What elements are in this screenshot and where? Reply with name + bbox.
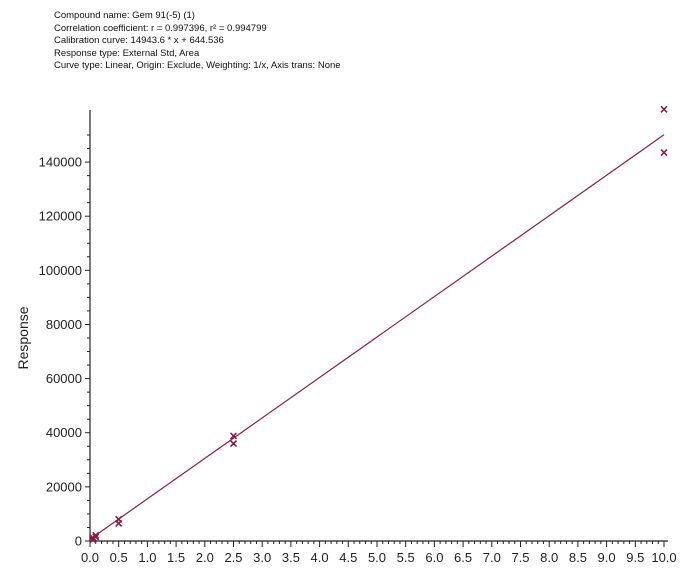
- x-tick-label: 9.5: [626, 550, 644, 565]
- y-tick-label: 100000: [39, 263, 82, 278]
- y-axis-ticks: 0 20000 40000 60000 80000 100000 120000 140000: [39, 134, 90, 549]
- x-tick-label: 3.0: [253, 550, 271, 565]
- y-tick-label: 120000: [39, 209, 82, 224]
- data-point-stroke: [660, 149, 668, 157]
- y-tick-label: 60000: [46, 371, 82, 386]
- data-point-stroke: [92, 533, 100, 541]
- x-tick-label: 8.5: [569, 550, 587, 565]
- y-axis-title: Response: [15, 306, 31, 369]
- fit-line-group: [89, 134, 665, 540]
- data-point: [660, 149, 668, 157]
- data-point-stroke: [229, 432, 238, 440]
- x-tick-label: 0.5: [110, 550, 128, 565]
- data-point-stroke: [115, 515, 123, 523]
- x-tick-label: 1.0: [138, 550, 156, 565]
- x-tick-label: 0.0: [81, 550, 99, 565]
- data-point: [92, 531, 100, 539]
- calibration-header: Compound name: Gem 91(-5) (1) Correlatio…: [54, 10, 341, 73]
- chart-axes: [89, 110, 668, 542]
- data-points-group: [89, 105, 668, 544]
- correlation-line: Correlation coefficient: r = 0.997396, r…: [54, 22, 267, 34]
- curve-type-line: Curve type: Linear, Origin: Exclude, Wei…: [54, 60, 341, 72]
- data-point-stroke: [660, 105, 668, 113]
- x-tick-label: 4.0: [311, 550, 329, 565]
- x-tick-label: 2.5: [224, 550, 242, 565]
- x-tick-label: 8.0: [540, 550, 558, 565]
- y-tick-label: 140000: [39, 155, 82, 170]
- y-tick-label: 20000: [46, 479, 82, 494]
- y-tick-label: 40000: [46, 425, 82, 440]
- x-tick-label: 5.5: [397, 550, 415, 565]
- data-point-stroke: [229, 439, 238, 448]
- x-tick-label: 4.5: [339, 550, 357, 565]
- data-point: [92, 533, 100, 541]
- x-tick-label: 9.0: [598, 550, 616, 565]
- x-tick-label: 6.5: [454, 550, 472, 565]
- y-tick-label: 0: [75, 534, 82, 549]
- x-tick-label: 5.0: [368, 550, 386, 565]
- data-point-stroke: [92, 531, 100, 539]
- x-tick-label: 7.0: [483, 550, 501, 565]
- x-tick-label: 6.0: [425, 550, 443, 565]
- data-point: [660, 105, 668, 113]
- x-tick-label: 3.5: [282, 550, 300, 565]
- response-type-line: Response type: External Std, Area: [54, 47, 200, 59]
- data-point: [115, 515, 123, 523]
- data-point: [229, 432, 238, 440]
- compound-name-line: Compound name: Gem 91(-5) (1): [54, 10, 195, 21]
- x-tick-label: 7.5: [511, 550, 529, 565]
- x-axis-ticks: 0.0 0.5 1.0 1.5 2.0 2.5 3.0 3.5 4.0 4.5 5.0 5.5 6.0 6…: [81, 541, 677, 565]
- x-tick-label: 2.0: [196, 550, 214, 565]
- y-tick-label: 80000: [46, 317, 82, 332]
- data-point: [229, 439, 238, 448]
- calibration-curve-line: Calibration curve: 14943.6 * x + 644.536: [54, 35, 224, 47]
- x-tick-label: 1.5: [167, 550, 185, 565]
- calibration-fit-line: [89, 134, 665, 540]
- x-tick-label: 10.0: [651, 550, 676, 565]
